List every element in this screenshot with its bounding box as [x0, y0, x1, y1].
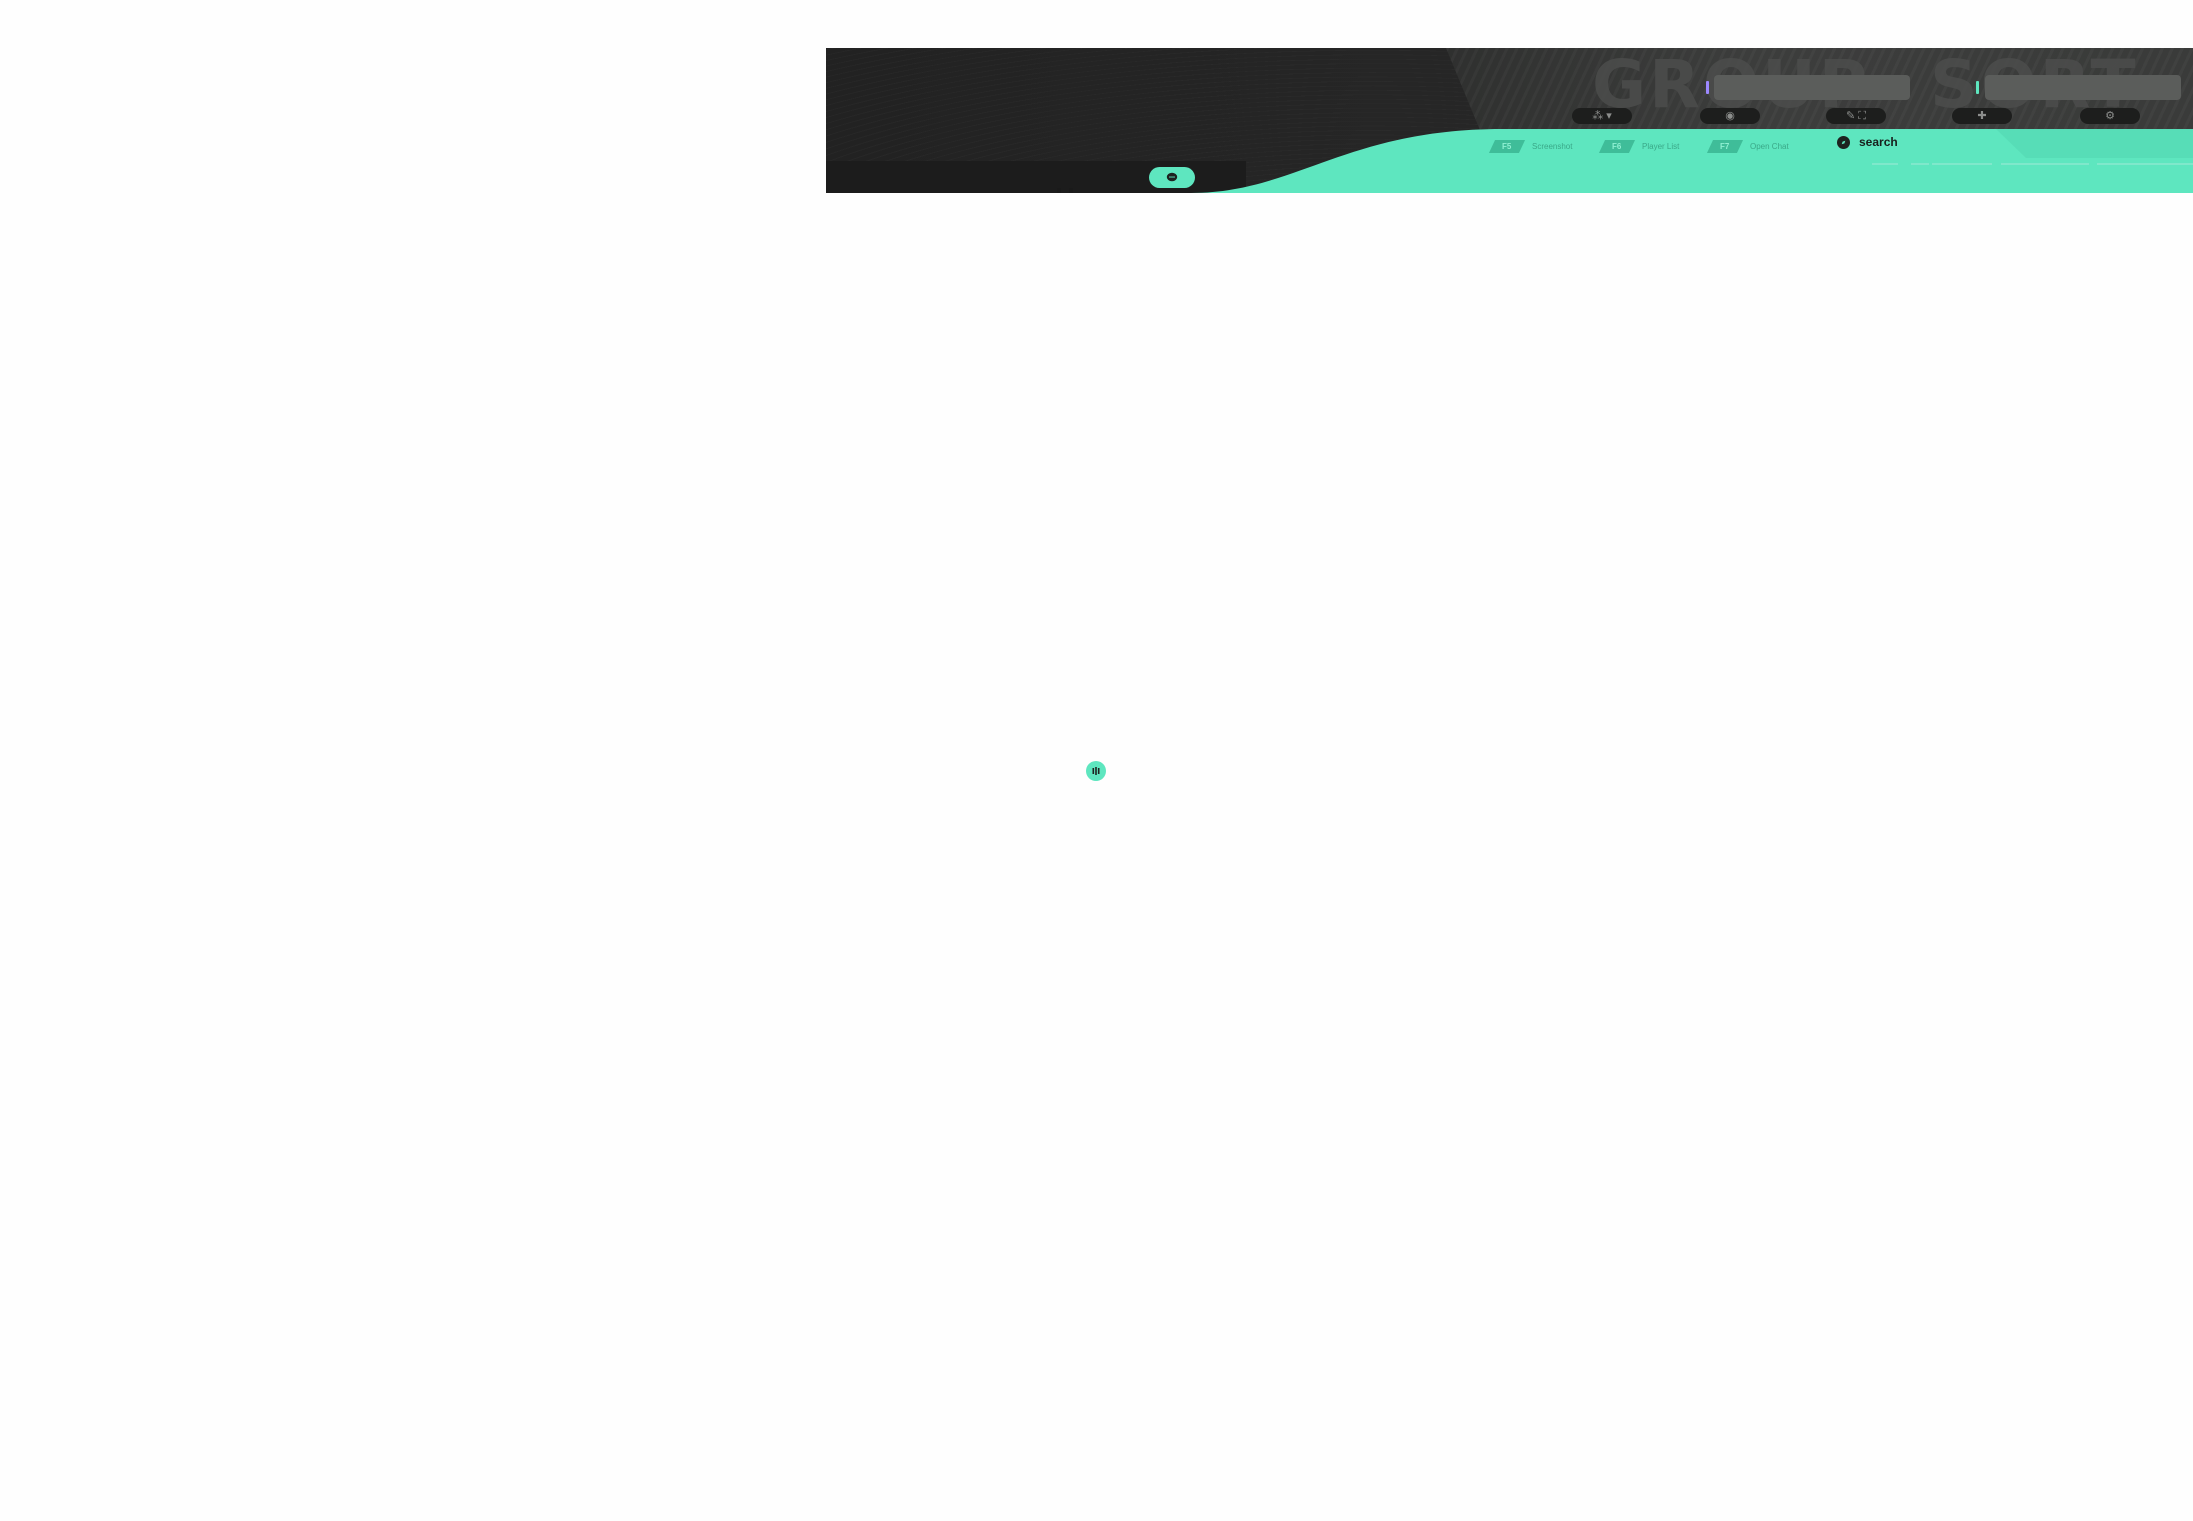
progress-dash — [1911, 163, 1929, 165]
plus-icon: ✚ — [1977, 109, 1987, 122]
compass-icon — [1837, 135, 1850, 149]
progress-dash — [1932, 163, 1992, 165]
floating-audio-button[interactable] — [1086, 761, 1106, 781]
clock-icon: ◉ — [1725, 109, 1735, 122]
tab-label: Open Chat — [1750, 141, 1789, 151]
tab-key-badge: F5 — [1488, 139, 1526, 153]
audio-bars-icon — [1092, 767, 1100, 775]
pin-button[interactable]: ✎ ⛶ — [1826, 108, 1886, 124]
users-icon: ⁂ ▾ — [1592, 109, 1612, 122]
clipped-title-fragment — [1057, 188, 1087, 193]
tab-player-list[interactable]: F6 Player List — [1598, 138, 1680, 154]
search-button[interactable]: search — [1837, 135, 1898, 149]
sort-input-caret — [1976, 81, 1979, 94]
add-button[interactable]: ✚ — [1952, 108, 2012, 124]
header-panel: GROUP SORT ⁂ ▾ ◉ ✎ ⛶ ✚ ⚙ — [826, 48, 2193, 193]
chat-button[interactable] — [1149, 167, 1195, 188]
progress-dash — [1872, 163, 1898, 165]
chat-bubble-icon — [1166, 172, 1178, 182]
tab-key-badge: F7 — [1706, 139, 1744, 153]
tab-key-badge: F6 — [1598, 139, 1636, 153]
progress-dash — [2001, 163, 2089, 165]
settings-icon: ⚙ — [2105, 109, 2115, 122]
accent-wave — [1191, 128, 2193, 193]
pin-icon: ✎ ⛶ — [1846, 109, 1866, 122]
group-input-caret — [1706, 81, 1709, 94]
tab-screenshot[interactable]: F5 Screenshot — [1488, 138, 1573, 154]
tab-open-chat[interactable]: F7 Open Chat — [1706, 138, 1789, 154]
tab-label: Screenshot — [1532, 141, 1573, 151]
progress-dash — [2097, 163, 2193, 165]
settings-button[interactable]: ⚙ — [2080, 108, 2140, 124]
sort-input[interactable] — [1985, 75, 2181, 100]
group-input[interactable] — [1714, 75, 1910, 100]
search-label: search — [1859, 135, 1898, 149]
tab-label: Player List — [1642, 141, 1680, 151]
clock-button[interactable]: ◉ — [1700, 108, 1760, 124]
users-button[interactable]: ⁂ ▾ — [1572, 108, 1632, 124]
